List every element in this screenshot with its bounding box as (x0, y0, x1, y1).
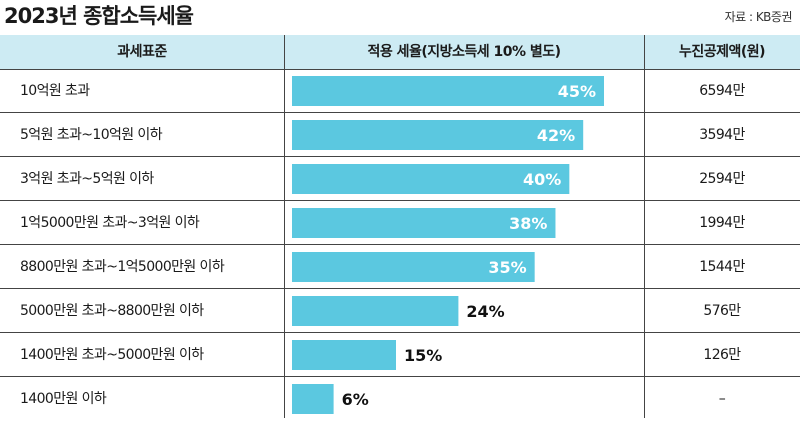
rate-bar (292, 120, 584, 150)
chart-title: 2023년 종합소득세율 (4, 4, 194, 28)
header-bracket: 과세표준 (117, 44, 167, 60)
deduction-value: 126만 (703, 347, 741, 363)
header-divider (0, 69, 800, 70)
header-rate: 적용 세율(지방소득세 10% 별도) (367, 44, 561, 60)
column-divider-right (644, 35, 645, 418)
deduction-value: 6594만 (699, 83, 745, 99)
rate-value-label: 42% (537, 126, 575, 145)
rate-value-label: 6% (342, 390, 369, 409)
deduction-value: 2594만 (699, 171, 745, 187)
rate-value-label: 45% (558, 82, 596, 101)
rate-bar (292, 76, 604, 106)
bracket-label: 8800만원 초과~1억5000만원 이하 (20, 259, 225, 275)
rate-value-label: 24% (466, 302, 504, 321)
rate-bar (292, 340, 396, 370)
deduction-value: 576만 (703, 303, 741, 319)
rate-bar (292, 384, 334, 414)
rate-value-label: 38% (509, 214, 547, 233)
deduction-value: – (718, 391, 726, 407)
table-row: 10억원 초과 6594만 (0, 69, 800, 113)
rate-bar (292, 296, 459, 326)
source-note: 자료 : KB증권 (724, 10, 793, 24)
bracket-label: 3억원 초과~5억원 이하 (20, 171, 154, 187)
table-row: 5000만원 초과~8800만원 이하 576만 (0, 289, 800, 333)
table-row: 5억원 초과~10억원 이하 3594만 (0, 113, 800, 157)
table-row: 8800만원 초과~1억5000만원 이하 1544만 (0, 245, 800, 289)
bracket-label: 1400만원 이하 (20, 391, 107, 407)
column-divider-left (284, 35, 285, 418)
bar-chart: 45% 42% 40% 38% 35% 24% 15% 6% (292, 76, 604, 414)
rate-bar (292, 164, 570, 194)
bracket-label: 1억5000만원 초과~3억원 이하 (20, 215, 200, 231)
bracket-label: 5억원 초과~10억원 이하 (20, 127, 163, 143)
rate-bar (292, 208, 556, 238)
rate-bar (292, 252, 535, 282)
bracket-label: 10억원 초과 (20, 83, 90, 99)
table-row: 1400만원 초과~5000만원 이하 126만 (0, 333, 800, 377)
rate-value-label: 40% (523, 170, 561, 189)
table-row: 3억원 초과~5억원 이하 2594만 (0, 157, 800, 201)
header-deduction: 누진공제액(원) (678, 44, 766, 60)
deduction-value: 3594만 (699, 127, 745, 143)
table-header: 과세표준 적용 세율(지방소득세 10% 별도) 누진공제액(원) (0, 35, 800, 69)
table-row: 1억5000만원 초과~3억원 이하 1994만 (0, 201, 800, 245)
bracket-label: 5000만원 초과~8800만원 이하 (20, 303, 204, 319)
rate-value-label: 15% (404, 346, 442, 365)
bracket-label: 1400만원 초과~5000만원 이하 (20, 347, 204, 363)
rate-value-label: 35% (488, 258, 526, 277)
table-row: 1400만원 이하 – (0, 377, 800, 421)
deduction-value: 1994만 (699, 215, 745, 231)
deduction-value: 1544만 (699, 259, 745, 275)
